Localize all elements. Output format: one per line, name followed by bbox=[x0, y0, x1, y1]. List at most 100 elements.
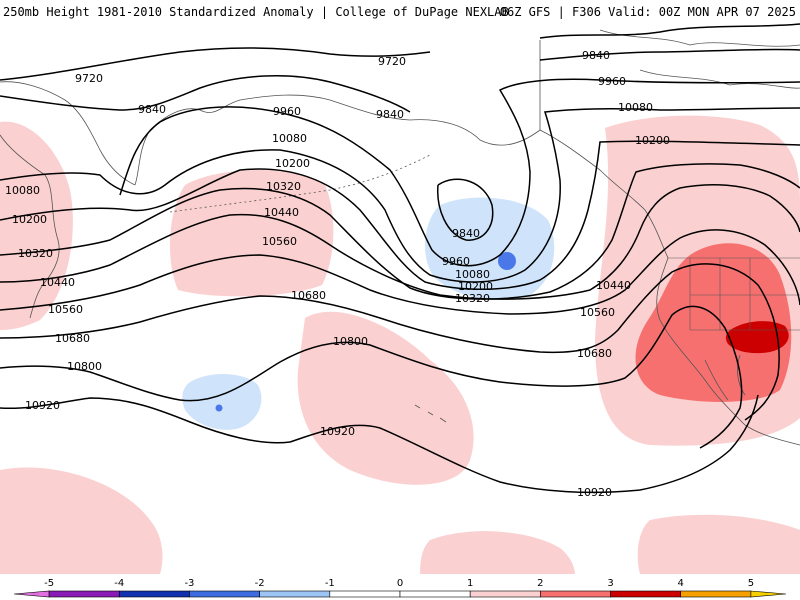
colorbar-segment bbox=[540, 590, 611, 598]
anomaly-colorbar: -5 -4 -3 -2 -1 0 1 2 3 4 5 bbox=[13, 578, 787, 598]
coast-baja bbox=[704, 354, 746, 401]
contour-label: 10920 bbox=[25, 399, 60, 412]
contour-label: 10920 bbox=[320, 425, 355, 438]
contour-label: 10680 bbox=[291, 289, 326, 302]
colorbar-segment bbox=[329, 590, 401, 598]
colorbar-segment bbox=[399, 590, 471, 598]
colorbar-tick-label: -1 bbox=[325, 578, 335, 589]
hawaii-islands bbox=[414, 404, 447, 423]
contour-label: 10560 bbox=[580, 306, 615, 319]
contour-label: 9840 bbox=[376, 108, 404, 121]
contour-label: 10560 bbox=[262, 235, 297, 248]
colorbar-segment bbox=[48, 590, 120, 598]
contour-label: 10080 bbox=[272, 132, 307, 145]
contour-9840 bbox=[0, 48, 800, 241]
contour-label: 10440 bbox=[40, 276, 75, 289]
positive-anomaly-south bbox=[420, 531, 575, 574]
colorbar-tick-label: -5 bbox=[44, 578, 54, 589]
contour-label: 10080 bbox=[618, 101, 653, 114]
colorbar-segments bbox=[13, 590, 787, 598]
contour-label: 9960 bbox=[598, 75, 626, 88]
anomaly-map: 9720 9720 9840 9840 9840 9840 9960 9960 … bbox=[0, 23, 800, 574]
contour-label: 10800 bbox=[67, 360, 102, 373]
colorbar-tick-label: 0 bbox=[397, 578, 403, 589]
strong-positive-anomaly bbox=[635, 243, 792, 402]
contour-label: 10320 bbox=[455, 292, 490, 305]
positive-anomaly-central-north bbox=[169, 170, 334, 297]
model-run-info: 06Z GFS | F306 Valid: 00Z MON APR 07 202… bbox=[499, 5, 796, 19]
colorbar-tick-label: 1 bbox=[467, 578, 473, 589]
contour-label: 10080 bbox=[455, 268, 490, 281]
positive-anomaly-southeast bbox=[637, 514, 800, 574]
colorbar-segment bbox=[750, 590, 787, 598]
coast-kamchatka bbox=[134, 99, 241, 186]
contour-label: 10320 bbox=[18, 247, 53, 260]
positive-anomaly-southwest bbox=[0, 467, 163, 574]
contour-labels: 9720 9720 9840 9840 9840 9840 9960 9960 … bbox=[5, 49, 670, 499]
contour-label: 10200 bbox=[275, 157, 310, 170]
map-header: 250mb Height 1981-2010 Standardized Anom… bbox=[0, 0, 800, 22]
colorbar-segment bbox=[680, 590, 752, 598]
canada-islands bbox=[599, 29, 800, 89]
colorbar-tick-label: 4 bbox=[678, 578, 684, 589]
contour-10200 bbox=[0, 140, 800, 291]
contour-label: 9840 bbox=[138, 103, 166, 116]
contour-10920 bbox=[0, 394, 759, 494]
contour-label: 9960 bbox=[273, 105, 301, 118]
coast-canada bbox=[539, 129, 669, 259]
contour-label: 9720 bbox=[378, 55, 406, 68]
contour-label: 9720 bbox=[75, 72, 103, 85]
contour-label: 10560 bbox=[48, 303, 83, 316]
contour-9720 bbox=[0, 23, 800, 81]
coast-alaska bbox=[239, 40, 541, 146]
contour-label: 10200 bbox=[458, 280, 493, 293]
negative-anomaly-west bbox=[182, 374, 262, 430]
contour-label: 10080 bbox=[5, 184, 40, 197]
colorbar-tick-labels: -5 -4 -3 -2 -1 0 1 2 3 4 5 bbox=[44, 578, 754, 589]
very-strong-positive-anomaly bbox=[725, 321, 789, 354]
us-borders bbox=[668, 257, 800, 331]
contour-9960 bbox=[119, 78, 800, 267]
strong-negative-anomaly-west bbox=[215, 404, 223, 412]
contour-10440 bbox=[0, 184, 800, 300]
colorbar-segment bbox=[118, 590, 190, 598]
contour-label: 10200 bbox=[12, 213, 47, 226]
contour-10560 bbox=[0, 229, 800, 315]
colorbar-segment bbox=[610, 590, 682, 598]
coast-asia bbox=[0, 81, 136, 319]
positive-anomaly-central-south bbox=[297, 311, 474, 485]
contour-label: 10440 bbox=[264, 206, 299, 219]
strong-negative-anomaly-north bbox=[498, 252, 516, 270]
contour-label: 10320 bbox=[266, 180, 301, 193]
contour-label: 10440 bbox=[596, 279, 631, 292]
contour-label: 9840 bbox=[582, 49, 610, 62]
contour-label: 10200 bbox=[635, 134, 670, 147]
coastlines bbox=[0, 29, 800, 446]
contour-label: 10800 bbox=[333, 335, 368, 348]
contour-label: 10920 bbox=[577, 486, 612, 499]
colorbar-tick-label: 3 bbox=[607, 578, 613, 589]
contour-label: 9840 bbox=[452, 227, 480, 240]
coast-us-west bbox=[656, 257, 800, 446]
colorbar-segment bbox=[189, 590, 260, 598]
coast-aleutians bbox=[169, 154, 431, 213]
contour-label: 10680 bbox=[55, 332, 90, 345]
colorbar-tick-label: -2 bbox=[255, 578, 265, 589]
colorbar-segment bbox=[259, 590, 331, 598]
anomaly-shading bbox=[0, 115, 800, 574]
map-title: 250mb Height 1981-2010 Standardized Anom… bbox=[3, 5, 509, 19]
contour-label: 9960 bbox=[442, 255, 470, 268]
negative-anomaly-north bbox=[424, 197, 555, 300]
contour-10680 bbox=[0, 263, 780, 421]
colorbar-tick-label: 5 bbox=[748, 578, 754, 589]
contour-10080 bbox=[0, 107, 800, 283]
colorbar-segment bbox=[13, 590, 50, 598]
contour-label: 10680 bbox=[577, 347, 612, 360]
contour-10320 bbox=[0, 163, 800, 300]
colorbar-tick-label: -4 bbox=[114, 578, 124, 589]
height-contours bbox=[0, 23, 800, 494]
colorbar-tick-label: 2 bbox=[537, 578, 543, 589]
colorbar-segment bbox=[469, 590, 541, 598]
contour-10800 bbox=[0, 305, 743, 449]
colorbar-tick-label: -3 bbox=[184, 578, 194, 589]
